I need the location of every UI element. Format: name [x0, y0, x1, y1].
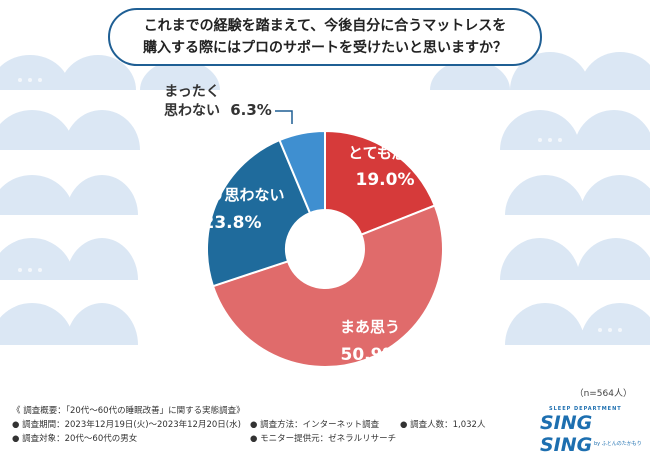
survey-period: ● 調査期間：2023年12月19日(火)～2023年12月20日(水) — [12, 420, 241, 430]
slice-label-4-line1: まったく — [164, 84, 219, 100]
slice-3 — [206, 138, 312, 288]
slice-label-1: とても思う — [348, 144, 422, 162]
logo-subtitle: by ふとんのたかもり — [594, 441, 642, 447]
survey-count: ● 調査人数：1,032人 — [400, 420, 486, 430]
slice-value-4: 6.3% — [230, 101, 272, 119]
slice-2 — [211, 204, 444, 368]
background-pattern — [0, 52, 650, 345]
survey-summary: 《 調査概要：「20代～60代の睡眠改善」に関する実態調査》 — [12, 406, 245, 416]
slice-label-3: あまり思わない — [179, 186, 284, 204]
slice-label-4-line2: 思わない — [164, 103, 220, 119]
slice-label-2: まあ思う — [340, 318, 400, 336]
title-line-1: これまでの経験を踏まえて、今後自分に合うマットレスを — [143, 18, 507, 34]
monitor-provider: ● モニター提供元：ゼネラルリサーチ — [250, 434, 397, 444]
slice-value-2: 50.9% — [341, 345, 400, 365]
title-line-2: 購入する際にはプロのサポートを受けたいと思いますか？ — [143, 40, 507, 56]
slice-1 — [324, 129, 437, 236]
slice-4 — [278, 129, 326, 215]
slice-value-3: 23.8% — [203, 213, 262, 233]
sample-size-label: （n=564人） — [572, 386, 634, 399]
brand-logo: SING SING — [540, 412, 593, 456]
slice-value-1: 19.0% — [356, 170, 415, 190]
chart-title: これまでの経験を踏まえて、今後自分に合うマットレスを 購入する際にはプロのサポー… — [108, 8, 542, 66]
survey-method: ● 調査方法：インターネット調査 — [250, 420, 380, 430]
survey-target: ● 調査対象：20代～60代の男女 — [12, 434, 138, 444]
logo-tagline: SLEEP DEPARTMENT — [549, 406, 622, 412]
footer: 《 調査概要：「20代～60代の睡眠改善」に関する実態調査》 ● 調査期間：20… — [0, 400, 650, 450]
leader-line — [275, 110, 293, 124]
